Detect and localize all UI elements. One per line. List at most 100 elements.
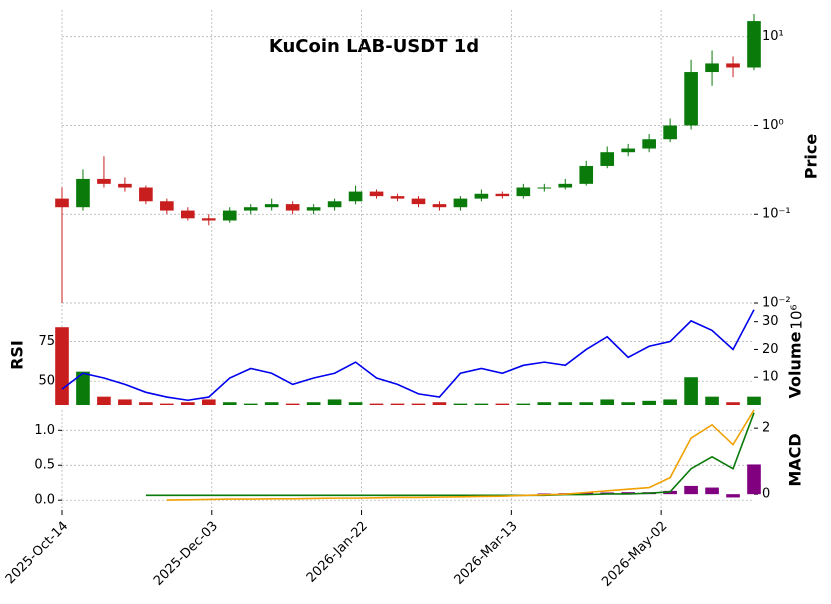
x-tick-label: 2025-Dec-03 bbox=[151, 519, 221, 589]
y-tick-label: 10⁻¹ bbox=[762, 207, 791, 222]
bar bbox=[537, 493, 552, 495]
candle-body bbox=[747, 21, 761, 68]
candle-body bbox=[118, 183, 132, 188]
bar bbox=[306, 402, 321, 405]
y2-tick-label: 20 bbox=[762, 342, 779, 357]
line bbox=[61, 309, 755, 402]
bar bbox=[726, 402, 740, 405]
line bbox=[145, 412, 755, 497]
candle-body bbox=[432, 204, 447, 208]
bar bbox=[201, 399, 216, 405]
candle-body bbox=[160, 201, 174, 211]
bar bbox=[705, 396, 719, 405]
bar bbox=[348, 402, 363, 405]
candle-body bbox=[642, 139, 656, 149]
y-axis-label: RSI bbox=[8, 340, 27, 370]
candle-body bbox=[558, 183, 573, 188]
x-tick-label: 2026-May-02 bbox=[599, 519, 670, 590]
candle-body bbox=[348, 191, 363, 202]
bar bbox=[285, 403, 300, 405]
bar bbox=[600, 399, 615, 405]
bar bbox=[139, 402, 153, 405]
bar bbox=[243, 403, 258, 405]
x-tick-label: 2026-Mar-13 bbox=[452, 519, 521, 588]
y-tick-label: 50 bbox=[38, 374, 55, 389]
y-tick-label: 0.5 bbox=[34, 458, 55, 473]
bar bbox=[390, 403, 405, 405]
bar bbox=[411, 403, 426, 405]
candle-body bbox=[55, 198, 69, 208]
y-tick-label: 10⁰ bbox=[762, 118, 784, 133]
candle-body bbox=[726, 63, 740, 68]
y2-tick-label: 0 bbox=[762, 487, 770, 502]
bar bbox=[432, 402, 447, 405]
bar bbox=[747, 396, 761, 405]
y-tick-label: 10⁻² bbox=[762, 296, 791, 311]
candle-body bbox=[306, 207, 321, 211]
bar bbox=[222, 402, 237, 405]
bar bbox=[579, 492, 594, 495]
candle-body bbox=[76, 178, 90, 208]
candle-body bbox=[684, 72, 698, 126]
bar bbox=[118, 399, 132, 405]
y-tick-label: 10¹ bbox=[762, 29, 784, 44]
bar bbox=[327, 399, 342, 405]
y2-axis-label: Volume bbox=[786, 331, 805, 398]
bar bbox=[663, 399, 677, 405]
bar bbox=[76, 371, 90, 405]
y-tick-label: 0.0 bbox=[34, 493, 55, 508]
candle-body bbox=[201, 218, 216, 221]
bar bbox=[621, 402, 635, 405]
bar bbox=[453, 403, 468, 405]
bar bbox=[558, 402, 573, 405]
bar bbox=[684, 485, 698, 495]
candle-body bbox=[621, 148, 635, 153]
bar bbox=[495, 403, 510, 405]
candle-body bbox=[285, 204, 300, 211]
x-tick-label: 2026-Jan-22 bbox=[304, 519, 371, 586]
bar bbox=[516, 403, 531, 405]
bar bbox=[181, 402, 195, 405]
candle-body bbox=[97, 178, 111, 184]
bar bbox=[55, 327, 69, 405]
candle-body bbox=[474, 193, 489, 199]
candle-body bbox=[537, 187, 552, 189]
bar bbox=[160, 403, 174, 405]
bar bbox=[537, 402, 552, 405]
candle-body bbox=[579, 165, 594, 184]
candle-body bbox=[222, 210, 237, 221]
y2-tick-label: 10 bbox=[762, 370, 779, 385]
bar bbox=[369, 403, 384, 405]
candle-body bbox=[390, 196, 405, 199]
candle-body bbox=[181, 210, 195, 219]
bar bbox=[579, 402, 594, 405]
candle-body bbox=[495, 193, 510, 197]
candle-body bbox=[327, 201, 342, 208]
candle-body bbox=[369, 191, 384, 197]
candle-body bbox=[264, 204, 279, 208]
bar bbox=[642, 400, 656, 405]
bar bbox=[705, 487, 719, 495]
candle-body bbox=[411, 198, 426, 205]
y-tick-label: 75 bbox=[38, 334, 55, 349]
candle-body bbox=[705, 63, 719, 73]
candle-body bbox=[516, 187, 531, 197]
chart-title: KuCoin LAB-USDT 1d bbox=[269, 36, 479, 57]
y2-tick-label: 2 bbox=[762, 421, 770, 436]
candle-body bbox=[600, 152, 615, 166]
candle-body bbox=[243, 207, 258, 211]
candle-body bbox=[453, 198, 468, 208]
bar bbox=[726, 494, 740, 498]
bar bbox=[684, 377, 698, 405]
bar bbox=[474, 403, 489, 405]
bar bbox=[97, 396, 111, 405]
y-axis-label: Price bbox=[802, 134, 821, 180]
candle-body bbox=[139, 187, 153, 202]
line bbox=[166, 409, 755, 501]
y2-tick-label: 30 bbox=[762, 314, 779, 329]
bar bbox=[747, 464, 761, 495]
y2-axis-label: MACD bbox=[786, 433, 805, 486]
candle-body bbox=[663, 125, 677, 140]
bar bbox=[264, 402, 279, 405]
